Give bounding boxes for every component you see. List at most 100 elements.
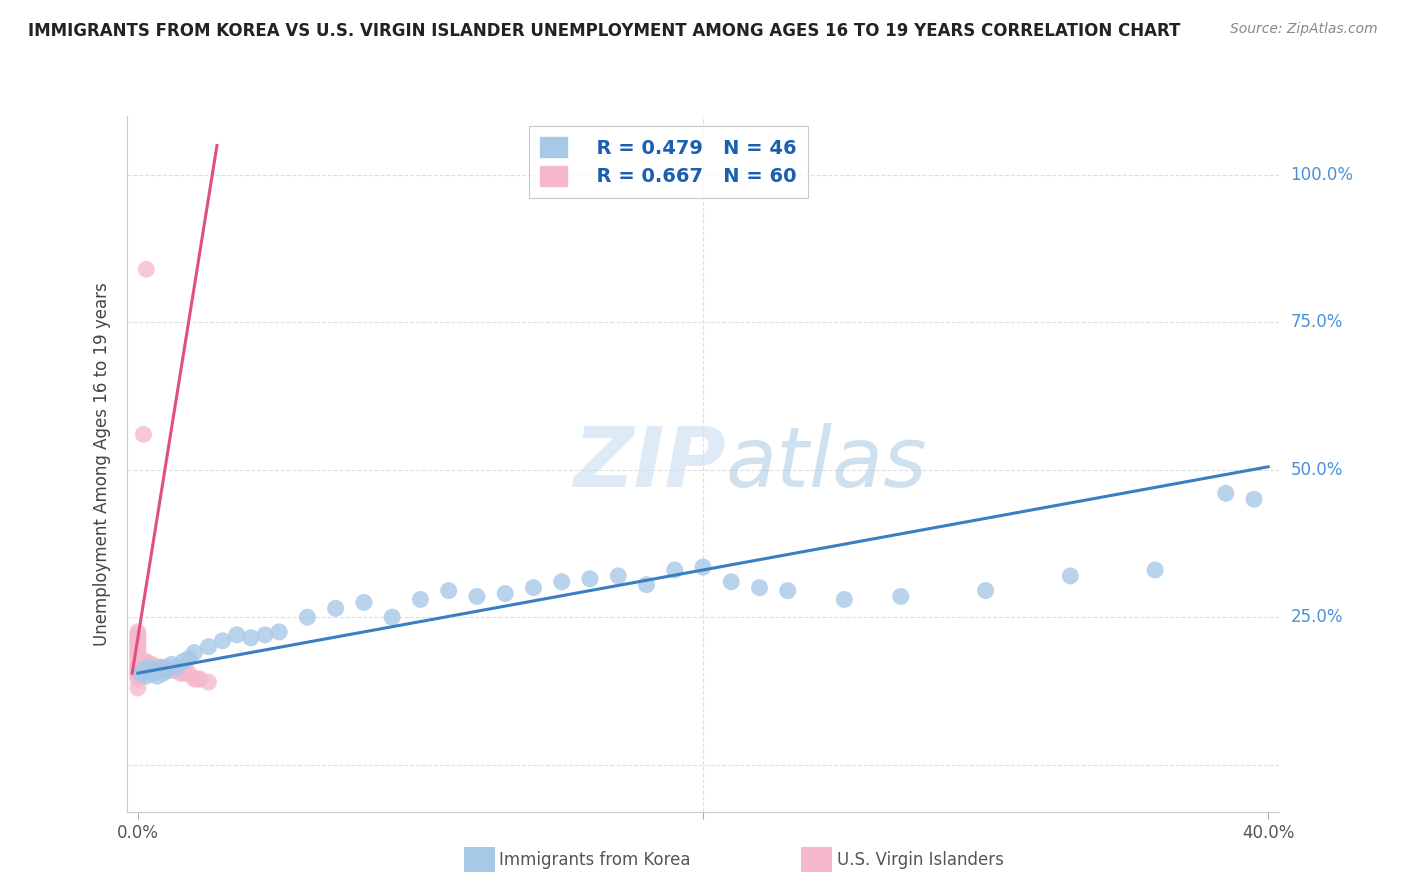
Point	[974, 583, 997, 598]
Point	[607, 569, 630, 583]
Point	[197, 640, 219, 654]
Point	[127, 654, 149, 668]
Point	[135, 669, 157, 683]
Point	[141, 666, 163, 681]
Point	[132, 654, 155, 668]
Y-axis label: Unemployment Among Ages 16 to 19 years: Unemployment Among Ages 16 to 19 years	[93, 282, 111, 646]
Text: 75.0%: 75.0%	[1291, 313, 1343, 331]
Point	[163, 663, 186, 677]
Point	[269, 624, 291, 639]
Text: U.S. Virgin Islanders: U.S. Virgin Islanders	[837, 851, 1004, 869]
Point	[141, 663, 163, 677]
Point	[138, 657, 160, 672]
Legend:   R = 0.479   N = 46,   R = 0.667   N = 60: R = 0.479 N = 46, R = 0.667 N = 60	[529, 126, 808, 198]
Point	[172, 666, 194, 681]
Point	[1059, 569, 1081, 583]
Point	[143, 663, 166, 677]
Point	[127, 660, 149, 674]
Point	[127, 660, 149, 674]
Point	[1243, 492, 1265, 507]
Point	[146, 669, 169, 683]
Point	[177, 651, 200, 665]
Point	[127, 633, 149, 648]
Point	[132, 663, 155, 677]
Point	[127, 624, 149, 639]
Point	[146, 663, 169, 677]
Point	[522, 581, 544, 595]
Text: 25.0%: 25.0%	[1291, 608, 1343, 626]
Point	[188, 672, 211, 686]
Point	[155, 663, 177, 677]
Point	[129, 657, 152, 672]
Point	[127, 631, 149, 645]
Point	[579, 572, 602, 586]
Point	[129, 654, 152, 668]
Point	[149, 663, 172, 677]
Point	[494, 586, 516, 600]
Point	[172, 654, 194, 668]
Point	[253, 628, 276, 642]
Point	[127, 642, 149, 657]
Point	[141, 657, 163, 672]
Point	[692, 560, 714, 574]
Point	[636, 578, 658, 592]
Text: ZIP: ZIP	[574, 424, 725, 504]
Point	[146, 660, 169, 674]
Text: Immigrants from Korea: Immigrants from Korea	[499, 851, 690, 869]
Point	[129, 660, 152, 674]
Point	[127, 666, 149, 681]
Point	[152, 663, 174, 677]
Point	[132, 663, 155, 677]
Point	[381, 610, 404, 624]
Point	[353, 595, 375, 609]
Point	[127, 681, 149, 695]
Point	[127, 628, 149, 642]
Point	[183, 646, 205, 660]
Point	[127, 669, 149, 683]
Point	[183, 672, 205, 686]
Point	[143, 660, 166, 674]
Text: 50.0%: 50.0%	[1291, 461, 1343, 479]
Point	[239, 631, 262, 645]
Point	[225, 628, 247, 642]
Point	[160, 663, 183, 677]
Point	[127, 672, 149, 686]
Point	[155, 660, 177, 674]
Point	[127, 640, 149, 654]
Point	[138, 660, 160, 674]
Point	[127, 648, 149, 663]
Point	[155, 663, 177, 677]
Point	[465, 590, 488, 604]
Point	[174, 666, 197, 681]
Point	[143, 663, 166, 677]
Point	[152, 666, 174, 681]
Point	[129, 666, 152, 681]
Point	[135, 654, 157, 668]
Point	[1144, 563, 1167, 577]
Point	[127, 637, 149, 651]
Point	[409, 592, 432, 607]
Point	[776, 583, 799, 598]
Point	[135, 262, 157, 277]
Point	[132, 657, 155, 672]
Point	[748, 581, 770, 595]
Point	[127, 651, 149, 665]
Point	[551, 574, 574, 589]
Point	[664, 563, 686, 577]
Point	[138, 660, 160, 674]
Point	[197, 675, 219, 690]
Point	[211, 633, 233, 648]
Point	[297, 610, 319, 624]
Point	[127, 657, 149, 672]
Point	[186, 672, 208, 686]
Text: atlas: atlas	[725, 424, 928, 504]
Point	[135, 660, 157, 674]
Point	[157, 663, 180, 677]
Point	[132, 660, 155, 674]
Point	[177, 666, 200, 681]
Point	[132, 427, 155, 442]
Point	[720, 574, 742, 589]
Point	[325, 601, 347, 615]
Point	[129, 663, 152, 677]
Point	[141, 660, 163, 674]
